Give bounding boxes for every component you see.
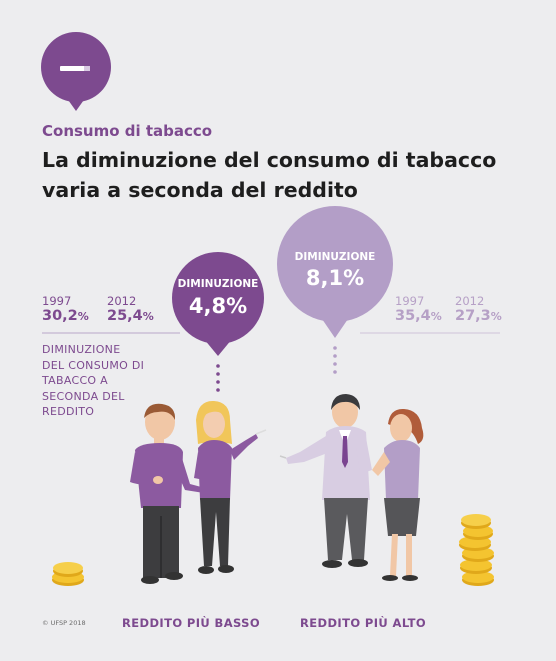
note-line-4: SECONDA DEL [42,389,125,403]
low-decrease-value: 4,8% [188,294,248,318]
high-decrease-value: 8,1% [305,266,365,290]
headline-line-2: varia a seconda del reddito [42,178,358,202]
low-decrease-bubble [172,252,264,356]
high-dotted-connector [333,346,337,374]
high-year-2: 2012 [455,294,485,308]
note-line-2: DEL CONSUMO DI [42,358,145,372]
coins-stack-small [52,562,84,586]
low-decrease-label: DIMINUZIONE [177,278,259,290]
decrease-note: DIMINUZIONE DEL CONSUMO DI TABACCO A SEC… [42,342,144,420]
copyright: © UFSP 2018 [42,619,86,627]
high-decrease-label: DIMINUZIONE [294,251,376,263]
cigarette-icon [41,32,111,111]
low-value-1: 30,2% [42,308,89,324]
high-decrease-bubble [277,206,393,338]
low-dotted-connector [216,364,220,392]
woman-low-income-illustration [194,400,267,574]
high-year-1: 1997 [395,294,425,308]
note-line-3: TABACCO A [42,374,109,387]
note-line-1: DIMINUZIONE [42,343,121,356]
man-low-income-illustration [130,403,205,584]
low-income-group-label: REDDITO PIÙ BASSO [122,616,261,630]
high-value-2: 27,3% [455,308,502,324]
headline: La diminuzione del consumo di tabacco va… [42,145,522,205]
headline-line-1: La diminuzione del consumo di tabacco [42,148,497,172]
low-value-2: 25,4% [107,308,154,324]
note-line-5: REDDITO [42,405,95,418]
high-value-1: 35,4% [395,308,442,324]
low-year-2: 2012 [107,294,137,308]
category-label: Consumo di tabacco [42,122,213,140]
low-year-1: 1997 [42,294,72,308]
man-high-income-illustration [279,394,372,568]
high-income-group-label: REDDITO PIÙ ALTO [300,616,427,630]
coins-stack-large [459,514,494,586]
woman-high-income-illustration [372,408,424,581]
